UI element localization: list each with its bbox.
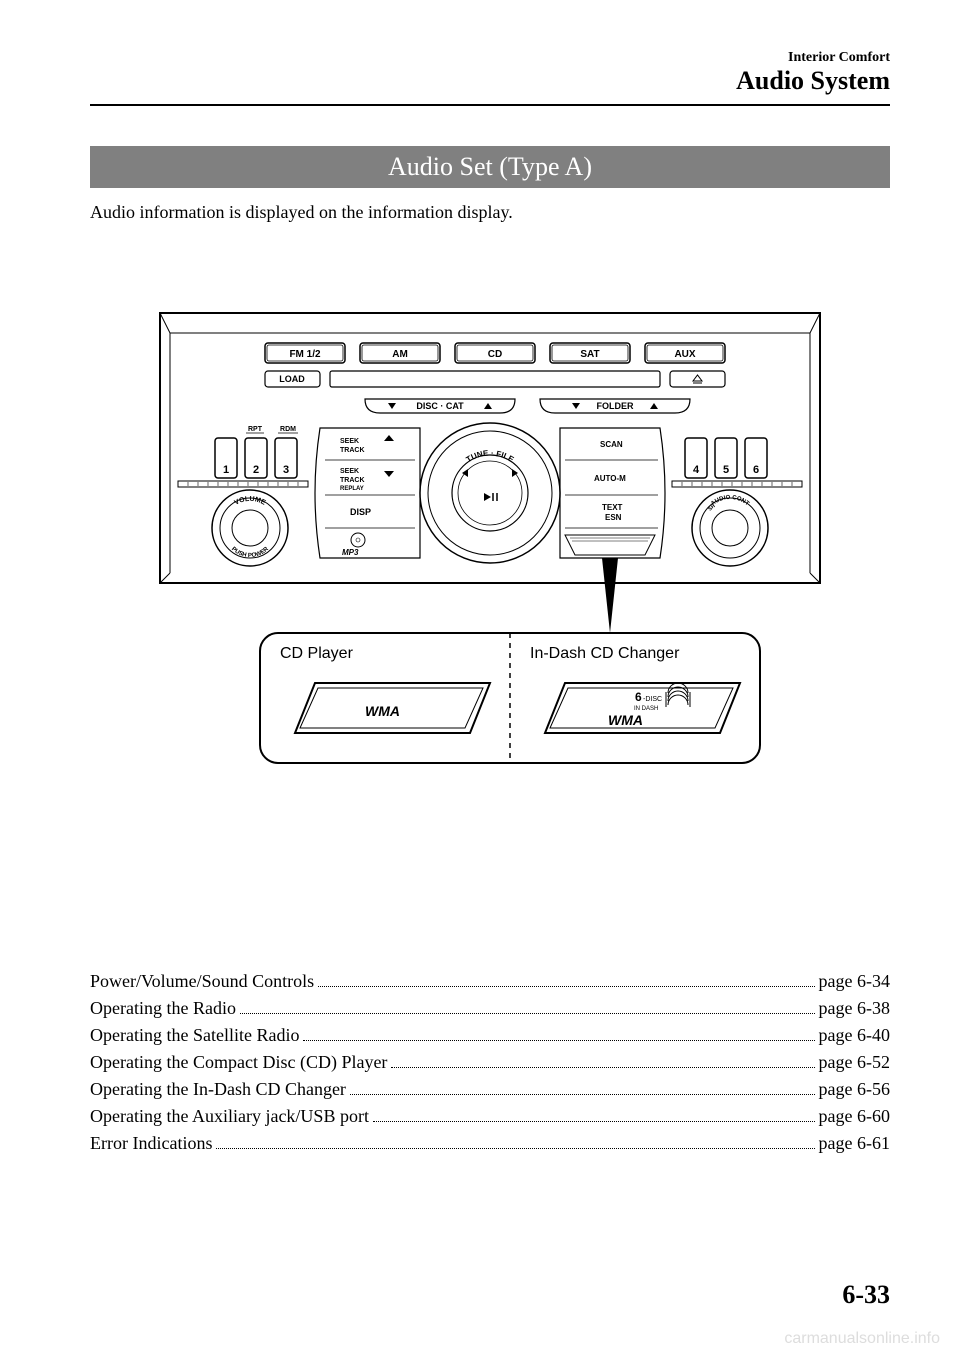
svg-text:TRACK: TRACK [340,477,365,484]
toc-page: page 6-40 [819,1022,890,1049]
btn-disc-cat: DISC · CAT [416,401,464,411]
svg-text:REPLAY: REPLAY [340,486,364,492]
toc-page: page 6-38 [819,995,890,1022]
preset-6: 6 [753,464,759,476]
btn-load: LOAD [279,374,305,384]
toc-dots [373,1121,815,1122]
lbl-wma-right: WMA [608,712,643,728]
btn-fm: FM 1/2 [289,349,321,360]
toc-label: Operating the Auxiliary jack/USB port [90,1103,369,1130]
header-rule [90,104,890,106]
btn-sat: SAT [580,349,599,360]
btn-cd: CD [488,349,502,360]
svg-text:ESN: ESN [605,513,622,522]
toc-dots [240,1013,815,1014]
btn-disp: DISP [350,507,371,517]
callout-cd-player: CD Player [280,645,354,662]
audio-diagram: FM 1/2 AM CD SAT AUX [90,303,890,838]
header-section: Interior Comfort [90,50,890,66]
page-number: 6-33 [842,1280,890,1310]
preset-3: 3 [283,464,289,476]
toc-label: Error Indications [90,1130,212,1157]
preset-4: 4 [693,464,700,476]
toc-page: page 6-56 [819,1076,890,1103]
toc-page: page 6-52 [819,1049,890,1076]
toc-label: Operating the Compact Disc (CD) Player [90,1049,387,1076]
toc-row: Power/Volume/Sound Controls page 6-34 [90,968,890,995]
btn-am: AM [392,349,408,360]
btn-folder: FOLDER [597,401,634,411]
toc-label: Operating the Radio [90,995,236,1022]
lbl-mp3: MP3 [342,548,359,557]
page-header: Interior Comfort Audio System [90,50,890,96]
lbl-wma-left: WMA [365,703,400,719]
toc-page: page 6-60 [819,1103,890,1130]
svg-text:TEXT: TEXT [602,503,623,512]
svg-text:TRACK: TRACK [340,447,365,454]
toc-dots [391,1067,814,1068]
lbl-rpt: RPT [248,426,263,433]
toc-dots [350,1094,815,1095]
preset-2: 2 [253,464,259,476]
preset-1: 1 [223,464,229,476]
toc-row: Operating the Auxiliary jack/USB port pa… [90,1103,890,1130]
lbl-rdm: RDM [280,426,296,433]
svg-text:SEEK: SEEK [340,468,359,475]
preset-5: 5 [723,464,729,476]
section-title: Audio Set (Type A) [90,146,890,188]
watermark: carmanualsonline.info [784,1330,940,1348]
btn-scan: SCAN [600,440,623,449]
toc-dots [216,1148,814,1149]
header-subsection: Audio System [90,66,890,96]
lbl-indash: IN DASH [634,706,658,712]
toc-row: Error Indications page 6-61 [90,1130,890,1157]
toc-label: Power/Volume/Sound Controls [90,968,314,995]
btn-aux: AUX [674,349,695,360]
svg-text:SEEK: SEEK [340,438,359,445]
table-of-contents: Power/Volume/Sound Controls page 6-34 Op… [90,968,890,1157]
intro-text: Audio information is displayed on the in… [90,202,890,223]
toc-dots [318,986,814,987]
toc-page: page 6-34 [819,968,890,995]
toc-row: Operating the Satellite Radio page 6-40 [90,1022,890,1049]
toc-label: Operating the Satellite Radio [90,1022,299,1049]
toc-label: Operating the In-Dash CD Changer [90,1076,346,1103]
lbl-6: 6 [635,690,642,704]
toc-page: page 6-61 [819,1130,890,1157]
toc-row: Operating the In-Dash CD Changer page 6-… [90,1076,890,1103]
toc-dots [303,1040,814,1041]
toc-row: Operating the Radio page 6-38 [90,995,890,1022]
btn-autom: AUTO-M [594,474,626,483]
callout-in-dash: In-Dash CD Changer [530,645,680,662]
lbl-disc: -DISC [643,696,662,703]
toc-row: Operating the Compact Disc (CD) Player p… [90,1049,890,1076]
